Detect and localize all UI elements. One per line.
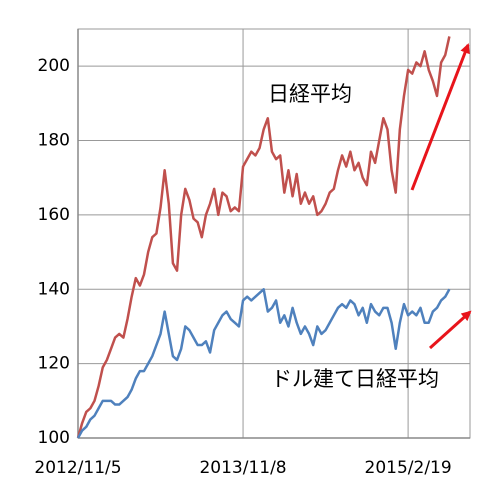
arrow bbox=[410, 43, 470, 191]
arrow bbox=[428, 310, 472, 350]
y-tick-label: 140 bbox=[38, 279, 70, 299]
x-tick-label: 2013/11/8 bbox=[199, 458, 286, 478]
annotation: ドル建て日経平均 bbox=[271, 367, 439, 391]
line-series bbox=[76, 288, 451, 439]
x-tick-label: 2012/11/5 bbox=[34, 458, 121, 478]
y-tick-label: 120 bbox=[38, 354, 70, 374]
y-tick-label: 160 bbox=[38, 205, 70, 225]
line-series bbox=[76, 36, 451, 439]
annotation: 日経平均 bbox=[268, 82, 352, 106]
x-tick-label: 2015/2/19 bbox=[365, 458, 452, 478]
y-tick-label: 100 bbox=[38, 428, 70, 448]
y-tick-label: 180 bbox=[38, 131, 70, 151]
y-tick-label: 200 bbox=[38, 56, 70, 76]
